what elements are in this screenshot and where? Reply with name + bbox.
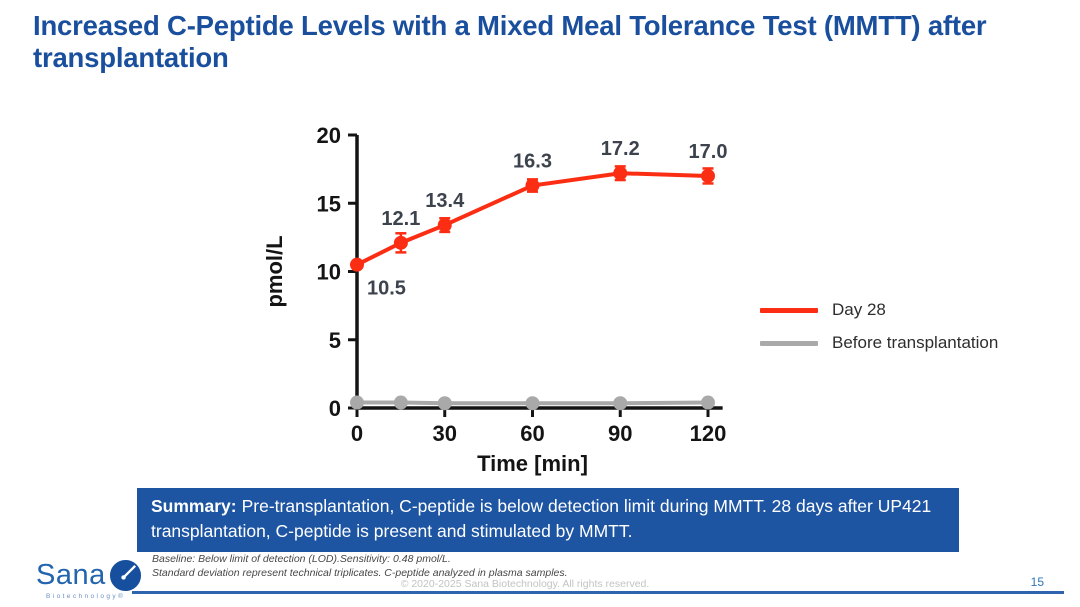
data-point: [525, 178, 540, 193]
y-axis-tick-label: 15: [317, 191, 341, 216]
summary-label: Summary:: [151, 496, 237, 516]
data-point: [350, 257, 364, 272]
legend-label: Day 28: [832, 300, 886, 319]
legend-item: Day 28: [760, 300, 998, 320]
x-axis-tick-label: 60: [520, 421, 544, 446]
cpeptide-line-chart: 0 5 10 15 20 0 30 60 90 120 Time [min] pmol/L 10.5 12…: [260, 125, 780, 485]
data-point: [613, 166, 628, 181]
footer-accent-bar: [132, 591, 1064, 594]
y-axis-title: pmol/L: [262, 235, 287, 307]
data-point: [701, 168, 715, 183]
slide-title: Increased C-Peptide Levels with a Mixed …: [33, 10, 987, 74]
data-point: [701, 395, 715, 410]
x-axis-title: Time [min]: [477, 451, 588, 476]
legend-label: Before transplantation: [832, 333, 999, 352]
chart-canvas: 0 5 10 15 20 0 30 60 90 120 Time [min] pmol/L 10.5 12…: [262, 125, 728, 476]
data-point: [525, 396, 540, 411]
summary-text: Pre-transplantation, C-peptide is below …: [151, 496, 932, 542]
x-axis-tick-label: 30: [433, 421, 457, 446]
chart-legend: Day 28 Before transplantation: [760, 300, 998, 353]
data-point-label: 17.2: [601, 138, 640, 160]
y-axis-tick-label: 20: [317, 125, 341, 148]
data-point-label: 17.0: [689, 141, 728, 163]
data-point: [437, 218, 452, 233]
logo-wordmark: Sana: [36, 559, 106, 591]
y-axis-tick-label: 5: [329, 328, 341, 353]
sana-logo-icon: [109, 559, 141, 592]
logo-subtext: Biotechnology®: [46, 593, 126, 600]
data-point-label: 13.4: [425, 190, 465, 212]
copyright-text: © 2020-2025 Sana Biotechnology. All righ…: [400, 578, 650, 590]
series-line: [357, 400, 709, 406]
legend-item: Before transplantation: [760, 333, 998, 353]
x-axis-tick-label: 120: [690, 421, 727, 446]
data-point-label: 16.3: [513, 151, 552, 173]
legend-swatch: [760, 307, 818, 313]
data-point: [613, 396, 628, 411]
data-point: [393, 395, 408, 410]
data-point-label: 12.1: [381, 208, 420, 230]
footnote-line-1: Baseline: Below limit of detection (LOD)…: [152, 553, 451, 565]
footnotes: Baseline: Below limit of detection (LOD)…: [152, 553, 568, 581]
series-line: [356, 171, 709, 267]
summary-box: Summary: Pre-transplantation, C-peptide i…: [137, 488, 959, 553]
data-point: [437, 396, 452, 411]
sana-logo: Sana Biotechnology®: [36, 559, 166, 600]
x-axis-tick-label: 90: [608, 421, 632, 446]
data-point: [350, 395, 364, 410]
legend-swatch: [760, 340, 818, 346]
data-point-label: 10.5: [367, 278, 406, 300]
footnote-line-2: Standard deviation represent technical t…: [152, 566, 568, 579]
page-number: 15: [1030, 575, 1044, 589]
data-point: [393, 235, 408, 250]
y-axis-tick-label: 0: [329, 396, 341, 421]
x-axis-tick-label: 0: [351, 421, 363, 446]
y-axis-tick-label: 10: [317, 260, 341, 285]
